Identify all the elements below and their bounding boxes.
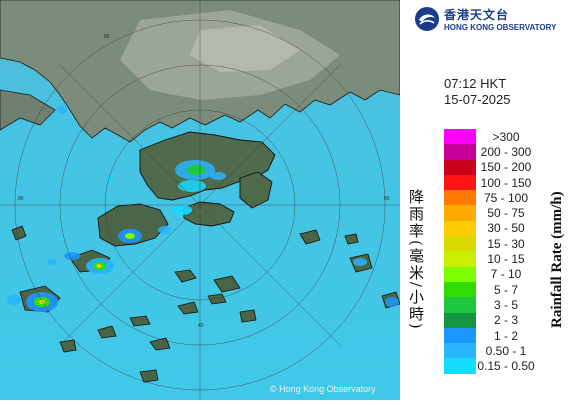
legend-color-swatch <box>444 251 476 267</box>
org-name-english: HONG KONG OBSERVATORY <box>444 23 557 32</box>
legend-row: 75 - 100 <box>444 190 536 206</box>
legend-color-swatch <box>444 297 476 313</box>
legend-row: 2 - 3 <box>444 312 536 328</box>
legend-label: 3 - 5 <box>493 297 518 312</box>
legend-label: 2 - 3 <box>493 313 518 328</box>
legend-color-swatch <box>444 281 476 298</box>
legend-row: 5 - 7 <box>444 281 536 298</box>
legend-color-swatch <box>444 220 476 237</box>
range-rings <box>0 0 400 400</box>
legend-label: 1 - 2 <box>493 328 518 343</box>
legend-row: 100 - 150 <box>444 174 536 191</box>
legend-label: 5 - 7 <box>493 282 518 297</box>
radar-map: 60 80 80 40 © Hong Kong Observatory <box>0 0 401 400</box>
legend-row: >300 <box>444 129 536 145</box>
date-label: 15-07-2025 <box>444 92 511 107</box>
legend-label: 100 - 150 <box>480 175 532 190</box>
legend-label: 0.15 - 0.50 <box>477 359 535 374</box>
sai-kung-peninsula <box>239 171 273 209</box>
legend-label: 10 - 15 <box>487 252 525 267</box>
legend-color-swatch <box>444 343 476 359</box>
legend-title-chinese: 降雨率(毫米/小時) <box>407 189 425 331</box>
legend-color-swatch <box>444 236 476 252</box>
legend-color-swatch <box>444 190 476 206</box>
info-panel: 香港天文台 HONG KONG OBSERVATORY 07:12 HKT 15… <box>400 0 577 400</box>
legend-color-swatch <box>444 144 476 160</box>
timestamp: 07:12 HKT 15-07-2025 <box>444 76 511 108</box>
legend-label: 50 - 75 <box>487 206 525 221</box>
legend-row: 3 - 5 <box>444 297 536 313</box>
legend-row: 30 - 50 <box>444 220 536 237</box>
legend-label: 0.50 - 1 <box>485 343 527 358</box>
ring-label-north: 60 <box>104 34 110 40</box>
legend-label: 75 - 100 <box>483 190 529 205</box>
legend-label: 7 - 10 <box>490 267 522 282</box>
legend-row: 10 - 15 <box>444 251 536 267</box>
mainland-bright-area <box>190 25 300 72</box>
ring-label-west: 80 <box>18 196 24 202</box>
western-estuary-land <box>0 89 56 131</box>
rainfall-legend: >300 200 - 300 150 - 200 100 - 150 75 - 100 5… <box>444 129 536 374</box>
legend-row: 150 - 200 <box>444 159 536 175</box>
time-label: 07:12 HKT <box>444 76 507 91</box>
ring-label-east: 80 <box>384 196 390 202</box>
legend-title-english: Rainfall Rate (mm/h) <box>549 191 565 329</box>
legend-color-swatch <box>444 312 476 328</box>
legend-label: 200 - 300 <box>480 144 532 159</box>
legend-row: 0.50 - 1 <box>444 343 536 359</box>
legend-color-swatch <box>444 358 476 374</box>
legend-label: 30 - 50 <box>487 221 525 236</box>
legend-row: 200 - 300 <box>444 144 536 160</box>
radar-echoes <box>7 106 399 312</box>
legend-color-swatch <box>444 327 476 344</box>
legend-row: 0.15 - 0.50 <box>444 358 536 374</box>
legend-label: >300 <box>492 129 520 144</box>
legend-label: 150 - 200 <box>480 160 532 175</box>
legend-color-swatch <box>444 159 476 175</box>
legend-color-swatch <box>444 205 476 221</box>
legend-row: 7 - 10 <box>444 266 536 282</box>
hko-logo-icon <box>415 7 439 31</box>
org-name-chinese: 香港天文台 <box>444 8 510 22</box>
copyright-notice: © Hong Kong Observatory <box>270 384 376 394</box>
legend-row: 50 - 75 <box>444 205 536 221</box>
legend-color-swatch <box>444 266 476 282</box>
hko-logo[interactable]: 香港天文台 HONG KONG OBSERVATORY <box>414 6 556 32</box>
ring-label-south: 40 <box>198 323 204 329</box>
legend-row: 1 - 2 <box>444 327 536 344</box>
radar-map-canvas: 60 80 80 40 <box>0 0 401 400</box>
legend-row: 15 - 30 <box>444 236 536 252</box>
legend-label: 15 - 30 <box>487 236 525 251</box>
legend-color-swatch <box>444 129 476 145</box>
legend-color-swatch <box>444 174 476 191</box>
